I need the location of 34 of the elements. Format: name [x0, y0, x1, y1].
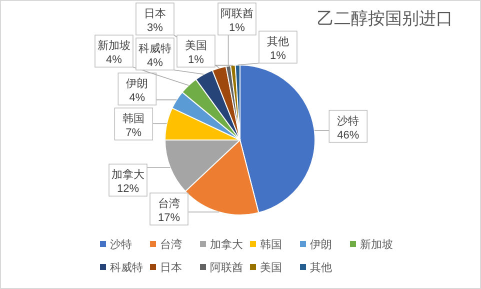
legend-label: 台湾 — [160, 238, 182, 251]
data-label: 1% — [188, 54, 204, 66]
data-label: 4% — [129, 92, 146, 104]
legend-label: 美国 — [260, 261, 282, 274]
slice-label: 韩国 — [122, 112, 145, 125]
legend-label: 日本 — [160, 261, 182, 274]
legend-label: 新加坡 — [360, 238, 393, 251]
data-label: 3% — [147, 22, 164, 34]
data-label: 1% — [229, 22, 246, 34]
slice-label: 阿联酋 — [220, 8, 254, 20]
slice-label: 沙特 — [337, 114, 360, 128]
data-label: 4% — [106, 54, 122, 66]
data-label: 17% — [158, 212, 180, 224]
data-label: 12% — [116, 183, 140, 196]
slice-label: 加拿大 — [112, 168, 145, 182]
data-label: 7% — [126, 127, 142, 139]
data-label: 4% — [147, 57, 164, 69]
legend-label: 伊朗 — [310, 238, 332, 251]
chart-title: 乙二醇按国别进口 — [317, 9, 453, 28]
slice-label: 台湾 — [158, 197, 180, 210]
slice-label: 科威特 — [138, 42, 172, 55]
slice-label: 其他 — [266, 35, 289, 48]
legend-label: 加拿大 — [210, 238, 243, 251]
legend-label: 科威特 — [110, 261, 143, 274]
slice-label: 美国 — [184, 39, 207, 52]
slice-label: 新加坡 — [97, 39, 130, 52]
slice-label: 日本 — [144, 7, 166, 20]
legend-label: 其他 — [310, 261, 332, 274]
slice-label: 伊朗 — [126, 77, 148, 90]
data-label: 1% — [270, 50, 286, 62]
legend-label: 阿联酋 — [210, 262, 243, 274]
legend-label: 沙特 — [110, 238, 132, 251]
legend-label: 韩国 — [260, 238, 282, 251]
data-label: 46% — [337, 129, 360, 142]
